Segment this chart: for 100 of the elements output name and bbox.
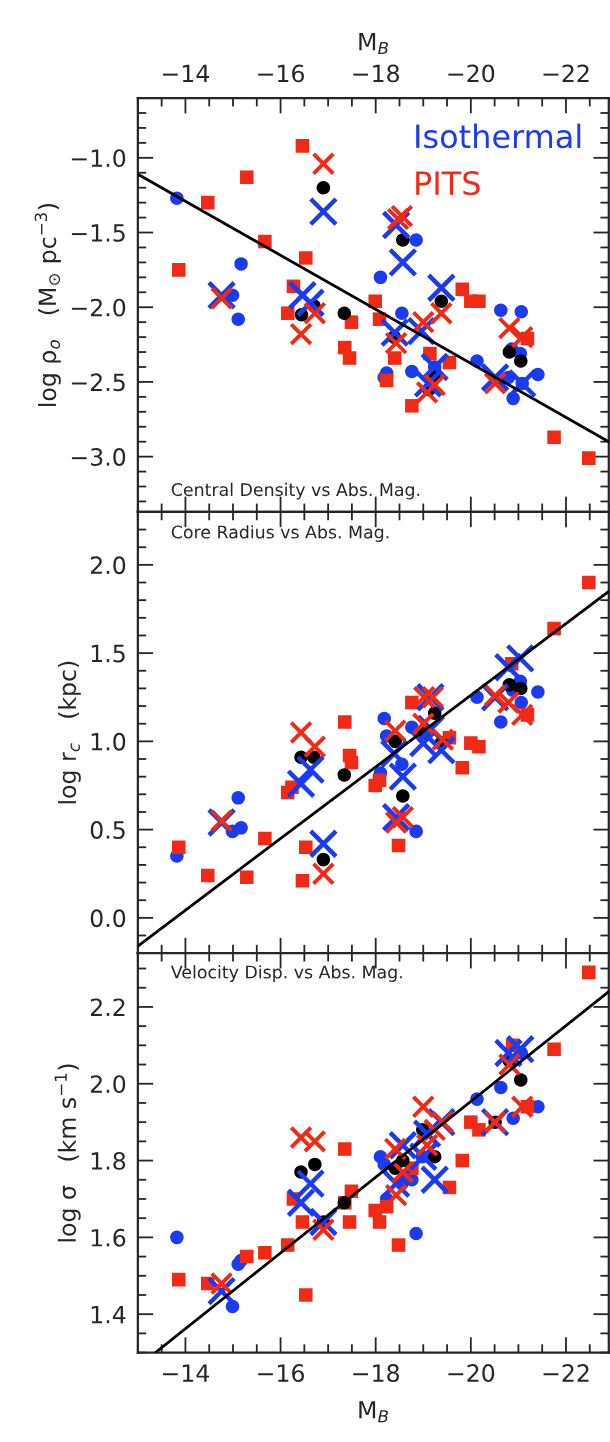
point xyxy=(170,1230,184,1245)
point xyxy=(308,828,339,859)
point xyxy=(494,1080,508,1095)
point xyxy=(280,306,295,320)
point xyxy=(411,310,436,334)
annotation: Core Radius vs Abs. Mag. xyxy=(171,525,389,542)
point xyxy=(391,1238,406,1252)
point xyxy=(387,351,402,365)
x-tick-label: −18 xyxy=(353,1364,399,1382)
point xyxy=(505,1034,536,1065)
text: log ρ$_{o}$ (M$_{⊙}$ pc$^{−3}$) xyxy=(34,203,61,406)
text: PITS xyxy=(416,171,480,196)
point xyxy=(368,294,382,309)
point xyxy=(510,1095,534,1119)
point xyxy=(172,840,186,855)
point xyxy=(514,681,528,696)
point xyxy=(295,139,310,153)
point xyxy=(411,1095,436,1119)
point xyxy=(240,170,254,185)
point xyxy=(429,301,454,325)
point xyxy=(497,316,522,340)
point xyxy=(172,1272,186,1287)
point xyxy=(231,312,245,326)
point xyxy=(337,306,352,320)
point xyxy=(287,280,318,311)
y-axis-title: log σ (km s$^{−1}$) xyxy=(54,1064,81,1242)
x-tick-label: −20 xyxy=(448,1364,495,1382)
point xyxy=(342,351,357,365)
x-tick-label: −20 xyxy=(448,64,495,83)
point xyxy=(286,1187,316,1218)
text: Isothermal xyxy=(416,123,581,149)
point xyxy=(286,768,316,799)
point xyxy=(308,196,339,227)
point xyxy=(384,1183,408,1207)
y-tick-label: 2.0 xyxy=(90,556,126,575)
point xyxy=(234,257,248,271)
point xyxy=(387,247,418,278)
y-tick-label: 1.4 xyxy=(91,1305,126,1324)
point xyxy=(409,1226,423,1241)
x-axis-title: M$_{B}$ xyxy=(359,32,388,55)
point xyxy=(426,272,457,303)
point xyxy=(344,755,359,770)
point xyxy=(391,1160,415,1184)
point xyxy=(391,805,415,830)
point xyxy=(405,399,419,413)
x-tick-label: −14 xyxy=(163,1364,210,1382)
point xyxy=(514,304,529,319)
point xyxy=(582,965,596,980)
point xyxy=(316,852,331,867)
point xyxy=(395,306,409,320)
text: log r$_{c}$ (kpc) xyxy=(57,661,81,804)
point xyxy=(391,838,406,853)
point xyxy=(431,727,455,752)
point xyxy=(240,1249,254,1264)
point xyxy=(299,1288,313,1302)
point xyxy=(295,874,310,888)
point xyxy=(455,761,470,775)
point xyxy=(372,1215,387,1229)
x-tick-label: −22 xyxy=(543,64,589,83)
point xyxy=(547,430,561,444)
point xyxy=(372,773,387,787)
point xyxy=(258,1245,272,1260)
point xyxy=(472,739,486,754)
point xyxy=(383,1137,407,1161)
point xyxy=(240,870,254,885)
point xyxy=(311,861,336,886)
point xyxy=(411,711,436,736)
point xyxy=(514,1073,528,1087)
point xyxy=(338,1142,352,1156)
y-tick-label: 0.5 xyxy=(90,821,125,839)
point xyxy=(514,695,529,710)
point xyxy=(201,868,215,883)
annotation: Central Density vs Abs. Mag. xyxy=(171,482,420,500)
point xyxy=(201,195,215,210)
point xyxy=(409,824,423,839)
x-axis-title: M$_{B}$ xyxy=(359,1401,388,1423)
point xyxy=(231,791,245,805)
y-tick-label: −2.5 xyxy=(71,373,125,392)
annotation: Velocity Disp. vs Abs. Mag. xyxy=(170,965,402,982)
point xyxy=(295,1168,326,1199)
y-tick-label: −3.0 xyxy=(71,448,126,466)
y-tick-label: 2.2 xyxy=(90,998,125,1016)
point xyxy=(338,715,352,729)
point xyxy=(496,690,521,715)
point xyxy=(258,831,272,846)
point xyxy=(295,1215,310,1229)
point xyxy=(415,380,439,405)
point xyxy=(531,685,545,699)
point xyxy=(172,263,186,277)
point xyxy=(384,331,408,355)
x-tick-label: −16 xyxy=(258,64,304,83)
point xyxy=(289,1125,313,1150)
point xyxy=(455,1153,470,1168)
y-tick-label: −2.0 xyxy=(71,298,126,317)
point xyxy=(472,294,486,309)
point xyxy=(415,1133,439,1157)
point xyxy=(421,685,445,710)
y-tick-label: 1.5 xyxy=(91,644,125,663)
x-tick-label: −18 xyxy=(353,64,399,83)
point xyxy=(316,180,331,195)
